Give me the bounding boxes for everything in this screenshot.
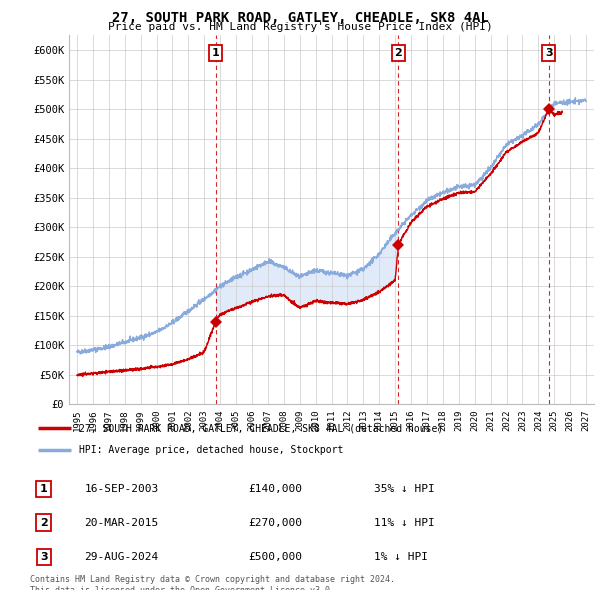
Text: HPI: Average price, detached house, Stockport: HPI: Average price, detached house, Stoc… bbox=[79, 445, 344, 455]
Text: 29-AUG-2024: 29-AUG-2024 bbox=[85, 552, 159, 562]
Text: 27, SOUTH PARK ROAD, GATLEY, CHEADLE, SK8 4AL: 27, SOUTH PARK ROAD, GATLEY, CHEADLE, SK… bbox=[112, 11, 488, 25]
Text: 3: 3 bbox=[545, 48, 553, 58]
Text: £140,000: £140,000 bbox=[248, 484, 302, 494]
Text: Contains HM Land Registry data © Crown copyright and database right 2024.
This d: Contains HM Land Registry data © Crown c… bbox=[30, 575, 395, 590]
Text: 16-SEP-2003: 16-SEP-2003 bbox=[85, 484, 159, 494]
Text: 35% ↓ HPI: 35% ↓ HPI bbox=[374, 484, 435, 494]
Text: 2: 2 bbox=[40, 518, 47, 527]
Text: Price paid vs. HM Land Registry's House Price Index (HPI): Price paid vs. HM Land Registry's House … bbox=[107, 22, 493, 32]
Text: £500,000: £500,000 bbox=[248, 552, 302, 562]
Text: 2: 2 bbox=[395, 48, 403, 58]
Text: 27, SOUTH PARK ROAD, GATLEY, CHEADLE, SK8 4AL (detached house): 27, SOUTH PARK ROAD, GATLEY, CHEADLE, SK… bbox=[79, 423, 443, 433]
Text: 1: 1 bbox=[212, 48, 220, 58]
Text: £270,000: £270,000 bbox=[248, 518, 302, 527]
Text: 3: 3 bbox=[40, 552, 47, 562]
Text: 1: 1 bbox=[40, 484, 47, 494]
Text: 11% ↓ HPI: 11% ↓ HPI bbox=[374, 518, 435, 527]
Text: 1% ↓ HPI: 1% ↓ HPI bbox=[374, 552, 428, 562]
Text: 20-MAR-2015: 20-MAR-2015 bbox=[85, 518, 159, 527]
